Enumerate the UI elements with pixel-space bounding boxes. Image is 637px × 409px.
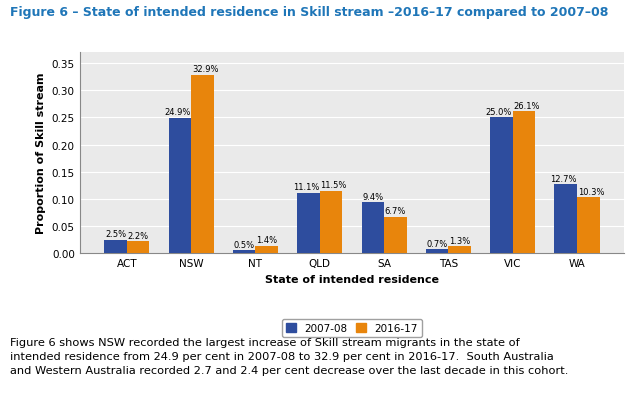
Text: 1.3%: 1.3% (449, 236, 470, 245)
Text: 0.5%: 0.5% (234, 240, 255, 249)
Y-axis label: Proportion of Skill stream: Proportion of Skill stream (36, 73, 46, 234)
Bar (426, 250, 448, 254)
Text: 32.9%: 32.9% (192, 65, 218, 74)
Text: 1.4%: 1.4% (256, 236, 277, 244)
Bar (577, 198, 599, 254)
Bar (191, 75, 213, 254)
Bar (297, 193, 320, 254)
Text: 11.1%: 11.1% (293, 183, 319, 192)
Bar (104, 240, 127, 254)
Text: Figure 6 – State of intended residence in Skill stream –2016–17 compared to 2007: Figure 6 – State of intended residence i… (10, 6, 608, 19)
Text: 25.0%: 25.0% (485, 108, 512, 117)
Bar (513, 112, 535, 254)
Text: 26.1%: 26.1% (513, 101, 540, 110)
Text: 11.5%: 11.5% (320, 181, 347, 190)
Text: 24.9%: 24.9% (164, 108, 190, 117)
Text: Figure 6 shows NSW recorded the largest increase of Skill stream migrants in the: Figure 6 shows NSW recorded the largest … (10, 337, 568, 375)
Text: 2.2%: 2.2% (127, 231, 148, 240)
Bar (490, 118, 513, 254)
Bar (233, 251, 255, 254)
Text: 9.4%: 9.4% (362, 192, 383, 201)
Bar (362, 203, 384, 254)
Legend: 2007-08, 2016-17: 2007-08, 2016-17 (282, 319, 422, 337)
X-axis label: State of intended residence: State of intended residence (265, 274, 439, 284)
Text: 2.5%: 2.5% (105, 229, 126, 238)
Bar (127, 242, 150, 254)
Text: 12.7%: 12.7% (550, 174, 576, 183)
Bar (320, 191, 342, 254)
Text: 10.3%: 10.3% (578, 187, 604, 196)
Bar (169, 119, 191, 254)
Bar (255, 246, 278, 254)
Bar (448, 247, 471, 254)
Text: 0.7%: 0.7% (427, 239, 448, 248)
Bar (384, 217, 406, 254)
Bar (554, 185, 577, 254)
Text: 6.7%: 6.7% (385, 207, 406, 216)
